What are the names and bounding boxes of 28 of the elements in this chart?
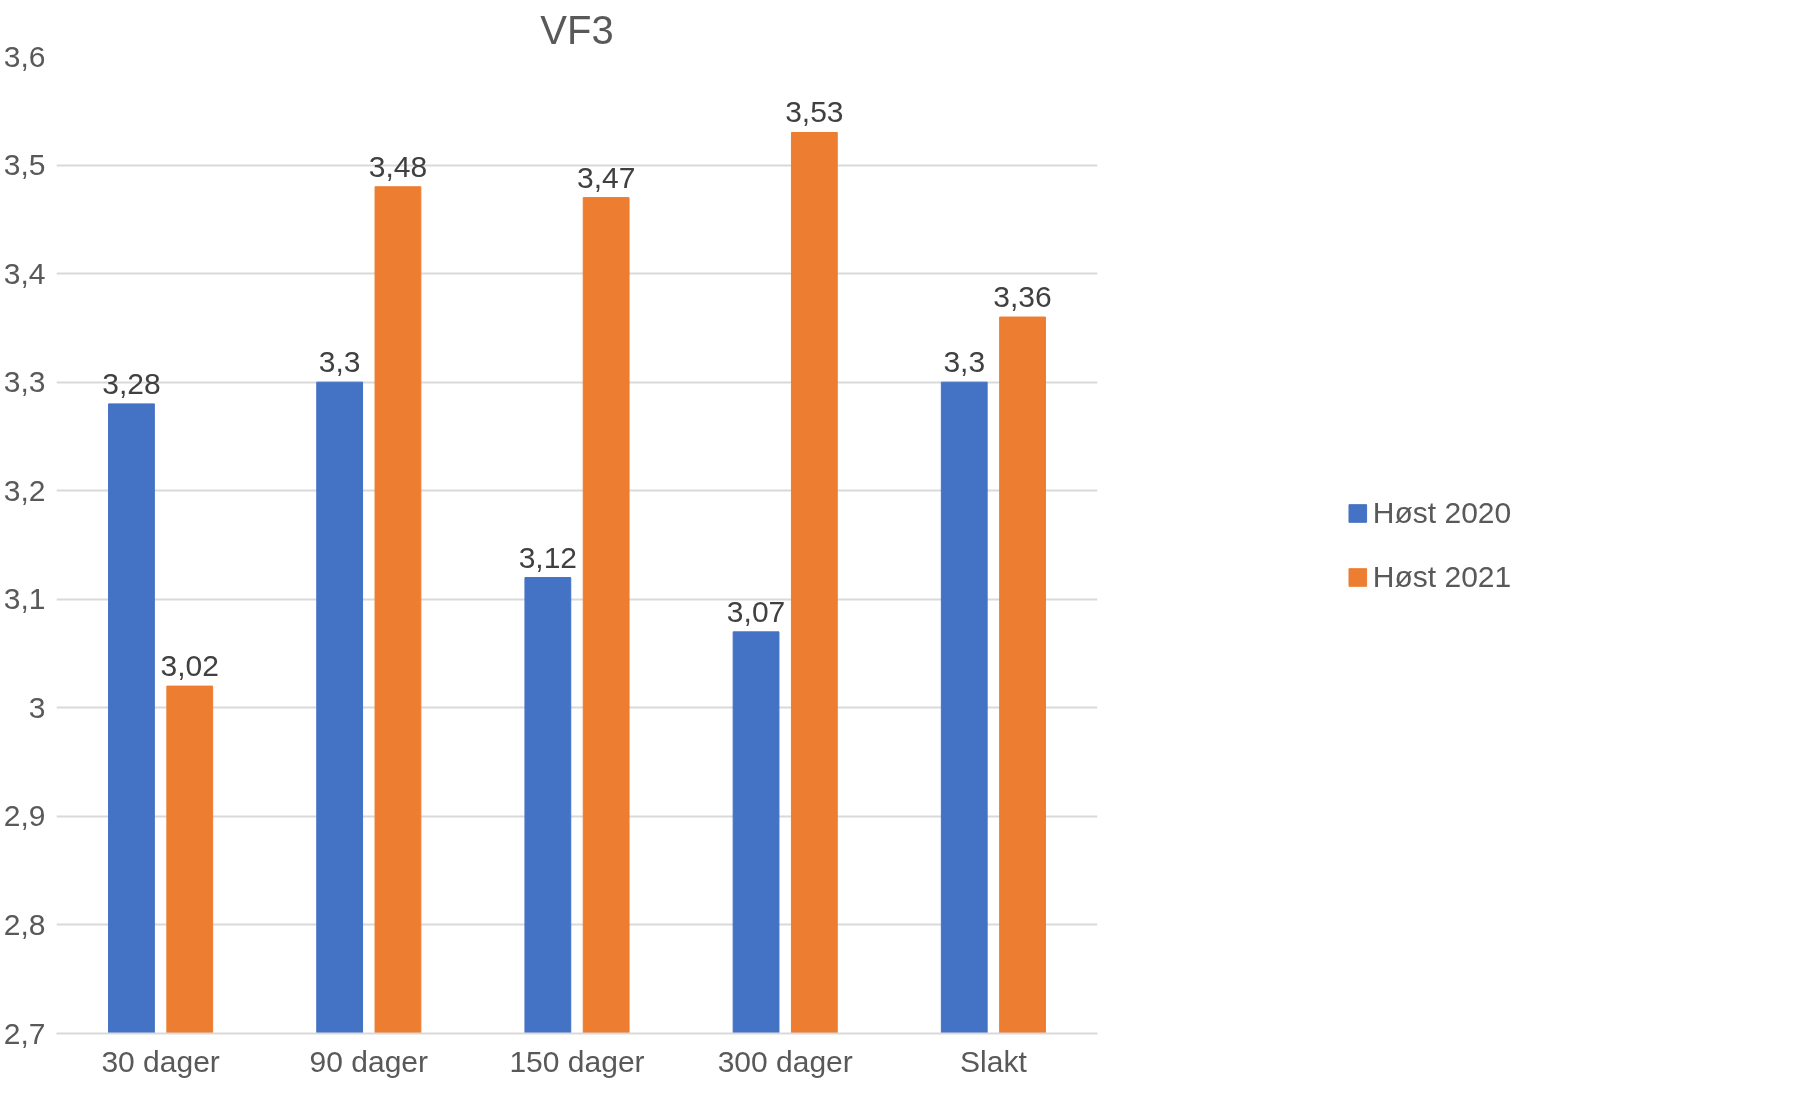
y-tick-label: 3,4 <box>3 256 46 290</box>
data-label: 3,02 <box>160 649 219 683</box>
y-tick-label: 3 <box>28 690 46 724</box>
legend-label: Høst 2021 <box>1372 559 1512 594</box>
data-label: 3,3 <box>943 345 986 379</box>
data-label: 3,48 <box>368 149 428 183</box>
data-label: 3,28 <box>102 366 161 400</box>
chart-title: VF3 <box>540 7 614 52</box>
data-label: 3,07 <box>726 594 786 628</box>
legend-label: Høst 2020 <box>1372 495 1512 530</box>
x-tick-label: Slakt <box>960 1044 1028 1078</box>
y-tick-label: 3,3 <box>3 365 46 399</box>
x-tick-label: 90 dager <box>309 1044 429 1078</box>
y-tick-label: 2,7 <box>3 1016 46 1050</box>
y-tick-label: 2,8 <box>3 907 46 941</box>
y-tick-label: 3,6 <box>3 39 46 73</box>
x-tick-label: 150 dager <box>509 1044 645 1078</box>
x-tick-label: 30 dager <box>101 1044 220 1078</box>
data-label: 3,47 <box>576 160 636 194</box>
y-tick-label: 3,1 <box>3 582 46 616</box>
data-label: 3,53 <box>785 95 844 129</box>
data-label: 3,12 <box>518 540 578 574</box>
y-tick-label: 3,5 <box>3 148 46 182</box>
x-tick-label: 300 dager <box>717 1044 853 1078</box>
data-label: 3,3 <box>318 345 361 379</box>
data-label: 3,36 <box>993 280 1052 314</box>
y-tick-label: 3,2 <box>3 473 46 507</box>
y-tick-label: 2,9 <box>3 799 46 833</box>
